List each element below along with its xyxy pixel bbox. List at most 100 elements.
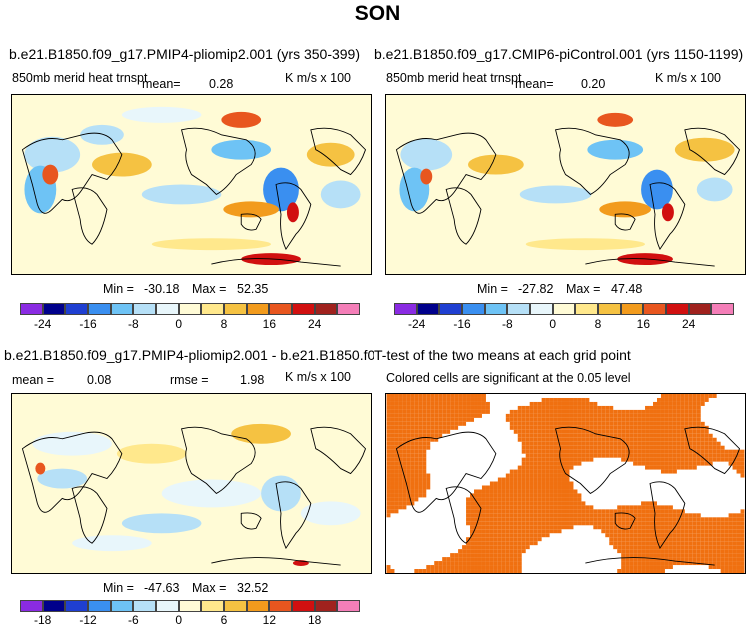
significant-cell	[573, 449, 578, 454]
significant-cell	[621, 525, 626, 530]
significant-cell	[414, 489, 419, 494]
significant-cell	[724, 453, 729, 458]
significant-cell	[609, 521, 614, 526]
significant-cell	[485, 501, 490, 506]
significant-cell	[390, 457, 395, 462]
significant-cell	[386, 565, 391, 570]
significant-cell	[386, 445, 391, 450]
significant-cell	[398, 505, 403, 510]
significant-cell	[728, 449, 733, 454]
significant-cell	[501, 537, 506, 542]
significant-cell	[402, 497, 407, 502]
significant-cell	[692, 533, 697, 538]
significant-cell	[501, 477, 506, 482]
significant-cell	[649, 437, 654, 442]
significant-cell	[565, 429, 570, 434]
significant-cell	[418, 569, 423, 573]
significant-cell	[696, 541, 701, 546]
significant-cell	[390, 401, 395, 406]
significant-cell	[406, 457, 411, 462]
significant-cell	[732, 521, 737, 526]
significant-cell	[664, 533, 669, 538]
significant-cell	[692, 517, 697, 522]
significant-cell	[541, 501, 546, 506]
significant-cell	[497, 557, 502, 562]
significant-cell	[664, 549, 669, 554]
significant-cell	[406, 481, 411, 486]
significant-cell	[513, 541, 518, 546]
significant-cell	[438, 429, 443, 434]
significant-cell	[529, 409, 534, 414]
significant-cell	[597, 437, 602, 442]
significant-cell	[605, 425, 610, 430]
significant-cell	[513, 509, 518, 514]
significant-cell	[418, 409, 423, 414]
colorbar-top-left	[20, 303, 361, 315]
significant-cell	[581, 421, 586, 426]
significant-cell	[645, 569, 650, 573]
significant-cell	[517, 429, 522, 434]
significant-cell	[653, 545, 657, 550]
significant-cell	[609, 525, 614, 530]
significant-cell	[704, 521, 709, 526]
significant-cell	[398, 477, 403, 482]
significant-cell	[688, 413, 693, 418]
significant-cell	[474, 409, 478, 414]
significant-cell	[617, 409, 622, 414]
significant-cell	[537, 405, 542, 410]
significant-cell	[557, 513, 562, 518]
significant-cell	[601, 441, 606, 446]
significant-cell	[414, 493, 419, 498]
significant-cell	[497, 505, 502, 510]
significant-cell	[680, 517, 685, 522]
significant-cell	[585, 505, 590, 510]
significant-cell	[621, 517, 626, 522]
significant-cell	[561, 449, 566, 454]
significant-cell	[597, 417, 602, 422]
significant-cell	[553, 429, 558, 434]
significant-cell	[406, 397, 411, 402]
significant-cell	[716, 549, 721, 554]
significant-cell	[649, 529, 654, 534]
significant-cell	[493, 529, 498, 534]
significant-cell	[557, 429, 562, 434]
significant-cell	[676, 549, 681, 554]
significant-cell	[481, 521, 486, 526]
significant-cell	[680, 425, 685, 430]
significant-cell	[450, 561, 455, 566]
significant-cell	[696, 437, 701, 442]
significant-cell	[577, 401, 582, 406]
significant-cell	[585, 517, 590, 522]
significant-cell	[521, 449, 526, 454]
colorbar-tick-label: 8	[594, 317, 602, 331]
significant-cell	[708, 461, 713, 466]
significant-cell	[629, 545, 634, 550]
significant-cell	[660, 533, 665, 538]
significant-cell	[466, 557, 471, 562]
significant-cell	[645, 509, 650, 514]
significant-cell	[497, 521, 502, 526]
significant-cell	[553, 517, 558, 522]
significant-cell	[549, 489, 554, 494]
coastlines	[21, 127, 367, 267]
significant-cell	[434, 401, 439, 406]
significant-cell	[462, 553, 467, 558]
significant-cell	[605, 449, 610, 454]
significant-cell	[517, 425, 522, 430]
significant-cell	[716, 545, 721, 550]
significant-cell	[493, 509, 498, 514]
significant-cell	[402, 493, 407, 498]
significant-cell	[549, 445, 554, 450]
significant-cell	[430, 569, 435, 573]
significant-cell	[426, 481, 431, 486]
significant-cell	[680, 465, 685, 470]
significant-cell	[668, 541, 673, 546]
significant-cell	[533, 445, 538, 450]
significant-cell	[466, 537, 471, 542]
significant-cell	[609, 441, 614, 446]
significant-cell	[633, 553, 638, 558]
significant-cell	[386, 465, 391, 470]
significant-cell	[545, 425, 550, 430]
significant-cell	[660, 437, 665, 442]
panel-bl-rmse-value: 1.98	[240, 373, 265, 387]
